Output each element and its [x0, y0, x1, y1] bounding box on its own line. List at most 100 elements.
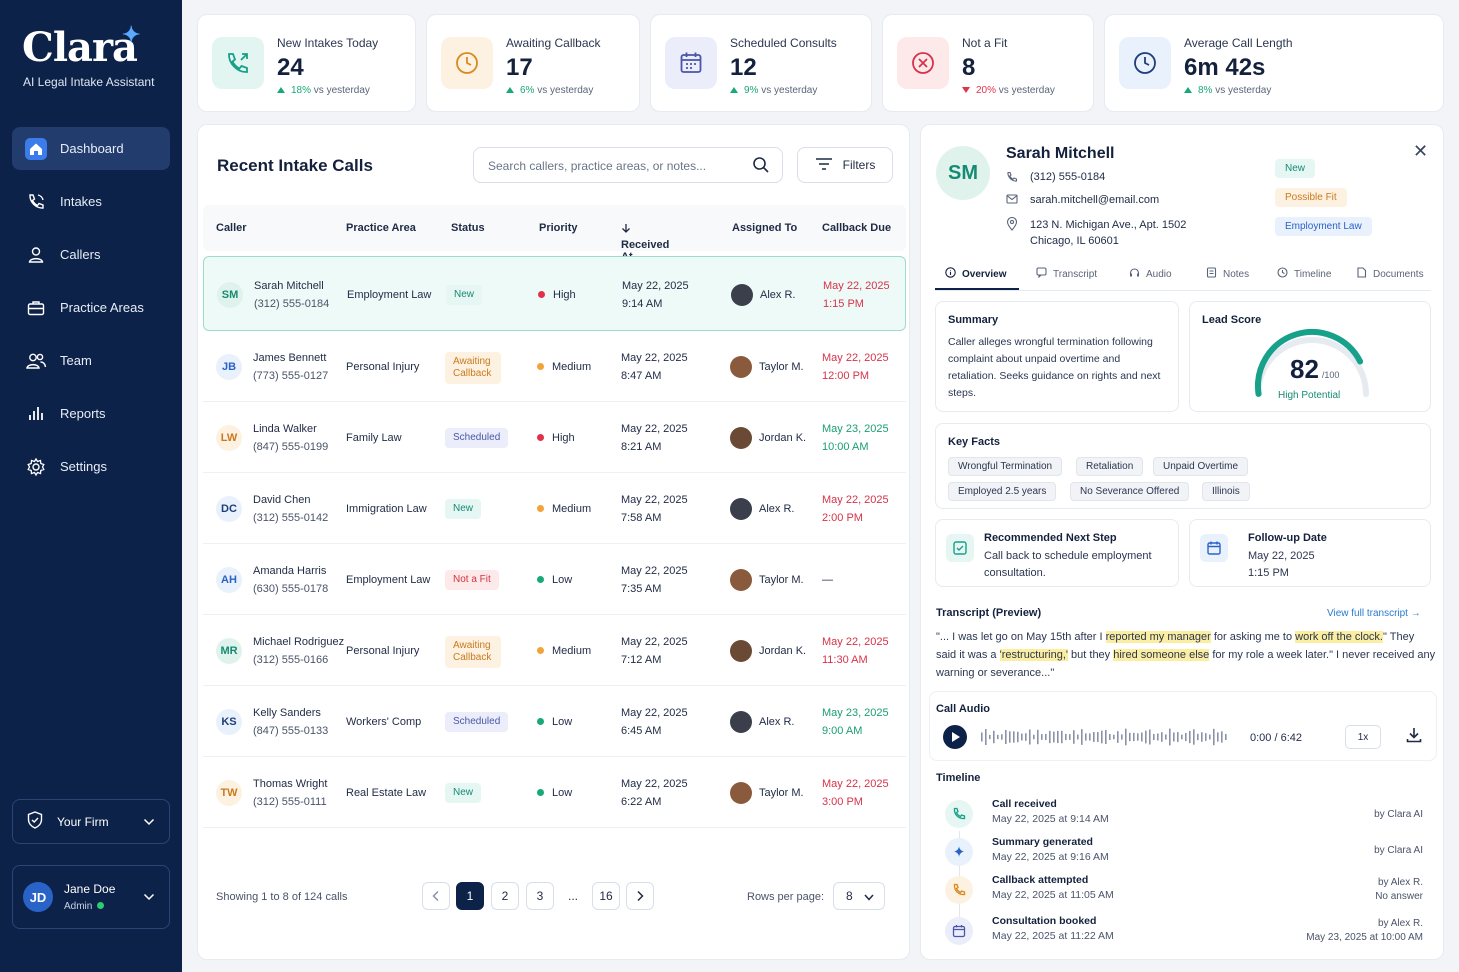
caller-email[interactable]: sarah.mitchell@email.com — [1006, 194, 1159, 207]
audio-waveform[interactable] — [981, 726, 1231, 748]
stat-card-scheduled-consults[interactable]: Scheduled Consults 12 9% vs yesterday — [650, 14, 872, 112]
play-button[interactable] — [943, 725, 967, 749]
status-badge: New — [445, 498, 482, 519]
sidebar-item-reports[interactable]: Reports — [12, 392, 170, 435]
sidebar-item-label: Settings — [60, 459, 107, 474]
column-received-at[interactable]: Received At — [621, 222, 669, 263]
chat-icon — [1036, 267, 1047, 281]
priority-dot — [537, 433, 544, 441]
stat-card-awaiting-callback[interactable]: Awaiting Callback 17 6% vs yesterday — [426, 14, 640, 112]
table-row[interactable]: JB James Bennett (773) 555-0127 Personal In… — [203, 331, 906, 402]
view-full-transcript-link[interactable]: View full transcript → — [1327, 608, 1421, 619]
user-name: Jane Doe — [64, 882, 116, 896]
page-button-3[interactable]: 3 — [526, 882, 554, 910]
pagination-info: Showing 1 to 8 of 124 calls — [216, 891, 348, 903]
avatar: DC — [216, 495, 242, 522]
priority-dot — [537, 717, 544, 725]
headphones-icon — [1129, 267, 1140, 281]
trend-down-icon — [962, 87, 970, 94]
table-row[interactable]: KS Kelly Sanders (847) 555-0133 Workers' Co… — [203, 686, 906, 757]
close-icon[interactable]: ✕ — [1413, 141, 1429, 161]
tab-notes[interactable]: Notes — [1206, 267, 1249, 281]
tag-status: New — [1275, 159, 1316, 178]
sidebar-item-settings[interactable]: Settings — [12, 445, 170, 488]
chevron-down-icon — [143, 815, 155, 829]
avatar: KS — [216, 708, 242, 735]
page-button-2[interactable]: 2 — [491, 882, 519, 910]
timeline-event-date: May 22, 2025 at 9:14 AM — [992, 813, 1109, 825]
caller-phone: (773) 555-0127 — [253, 369, 329, 382]
call-audio-title: Call Audio — [936, 703, 990, 715]
stat-card-new-intakes[interactable]: New Intakes Today 24 18% vs yesterday — [197, 14, 416, 112]
rows-per-page-select[interactable]: 8 — [833, 882, 885, 910]
user-icon — [25, 244, 47, 266]
logo-subtitle: AI Legal Intake Assistant — [23, 75, 155, 89]
lead-score-title: Lead Score — [1202, 314, 1262, 326]
sidebar-item-practice-areas[interactable]: Practice Areas — [12, 286, 170, 329]
filter-icon — [815, 157, 833, 174]
table-row[interactable]: DC David Chen (312) 555-0142 Immigration La… — [203, 473, 906, 544]
team-icon — [25, 350, 47, 372]
table-row[interactable]: LW Linda Walker (847) 555-0199 Family Law Sc… — [203, 402, 906, 473]
caller-name: David Chen — [253, 493, 311, 506]
callback-due-date: May 22, 2025 — [822, 351, 889, 364]
page-button-1[interactable]: 1 — [456, 882, 484, 910]
status-badge: Scheduled — [445, 427, 509, 448]
tab-documents[interactable]: Documents — [1356, 267, 1424, 281]
transcript-preview: "... I was let go on May 15th after I re… — [936, 631, 1436, 679]
user-menu[interactable]: JD Jane Doe Admin — [12, 865, 170, 929]
download-icon[interactable] — [1405, 726, 1423, 747]
prev-page-button[interactable] — [422, 882, 450, 910]
assignee-avatar — [730, 497, 752, 520]
trend-up-icon — [730, 87, 738, 94]
callback-due-date: May 22, 2025 — [822, 493, 889, 506]
column-practice-area[interactable]: Practice Area — [346, 222, 416, 234]
table-row[interactable]: MR Michael Rodriguez (312) 555-0166 Persona… — [203, 615, 906, 686]
tab-transcript[interactable]: Transcript — [1036, 267, 1097, 281]
caller-name: Sarah Mitchell — [1006, 145, 1115, 162]
caller-name: Sarah Mitchell — [254, 279, 324, 292]
sidebar-item-intakes[interactable]: Intakes — [12, 180, 170, 223]
tab-audio[interactable]: Audio — [1129, 267, 1172, 281]
assignee-name: Taylor M. — [759, 573, 804, 586]
logo: Clara ✦ — [22, 22, 140, 71]
page-button-16[interactable]: 16 — [592, 882, 620, 910]
stat-card-not-a-fit[interactable]: Not a Fit 8 20% vs yesterday — [882, 14, 1094, 112]
tab-timeline[interactable]: Timeline — [1277, 267, 1331, 281]
next-page-button[interactable] — [626, 882, 654, 910]
column-assigned-to[interactable]: Assigned To — [732, 222, 798, 234]
stat-trend: 8% vs yesterday — [1184, 85, 1271, 96]
table-row[interactable]: AH Amanda Harris (630) 555-0178 Employment … — [203, 544, 906, 615]
column-priority[interactable]: Priority — [539, 222, 578, 234]
sidebar-item-team[interactable]: Team — [12, 339, 170, 382]
search-input[interactable]: Search callers, practice areas, or notes… — [473, 147, 783, 183]
assignee-name: Jordan K. — [759, 644, 807, 657]
note-icon — [1206, 267, 1217, 281]
timeline-item: Call received May 22, 2025 at 9:14 AM by… — [941, 798, 1431, 834]
next-step-card: Recommended Next Step Call back to sched… — [935, 519, 1179, 587]
search-icon — [752, 156, 770, 177]
table-row[interactable]: SM Sarah Mitchell (312) 555-0184 Employment… — [203, 256, 906, 331]
received-date: May 22, 2025 — [621, 422, 688, 435]
lead-score-gauge — [1255, 329, 1369, 397]
column-status[interactable]: Status — [451, 222, 485, 234]
assignee-name: Alex R. — [759, 715, 795, 728]
table-row[interactable]: TW Thomas Wright (312) 555-0111 Real Estate… — [203, 757, 906, 828]
caller-name: Linda Walker — [253, 422, 317, 435]
clock-icon — [441, 37, 493, 89]
briefcase-icon — [25, 297, 47, 319]
sidebar-item-dashboard[interactable]: Dashboard — [12, 127, 170, 170]
firm-selector[interactable]: Your Firm — [12, 799, 170, 844]
assignee-avatar — [730, 781, 752, 804]
column-callback-due[interactable]: Callback Due — [822, 222, 892, 234]
sidebar-item-callers[interactable]: Callers — [12, 233, 170, 276]
callback-due-time: 10:00 AM — [822, 440, 869, 453]
playback-speed-button[interactable]: 1x — [1345, 725, 1381, 749]
tab-overview[interactable]: Overview — [945, 267, 1006, 281]
callback-due-date: May 22, 2025 — [822, 777, 889, 790]
status-badge: New — [446, 284, 483, 305]
filters-button[interactable]: Filters — [797, 147, 893, 183]
column-caller[interactable]: Caller — [216, 222, 247, 234]
stat-card-average-call-length[interactable]: Average Call Length 6m 42s 8% vs yesterd… — [1104, 14, 1444, 112]
caller-name: James Bennett — [253, 351, 327, 364]
